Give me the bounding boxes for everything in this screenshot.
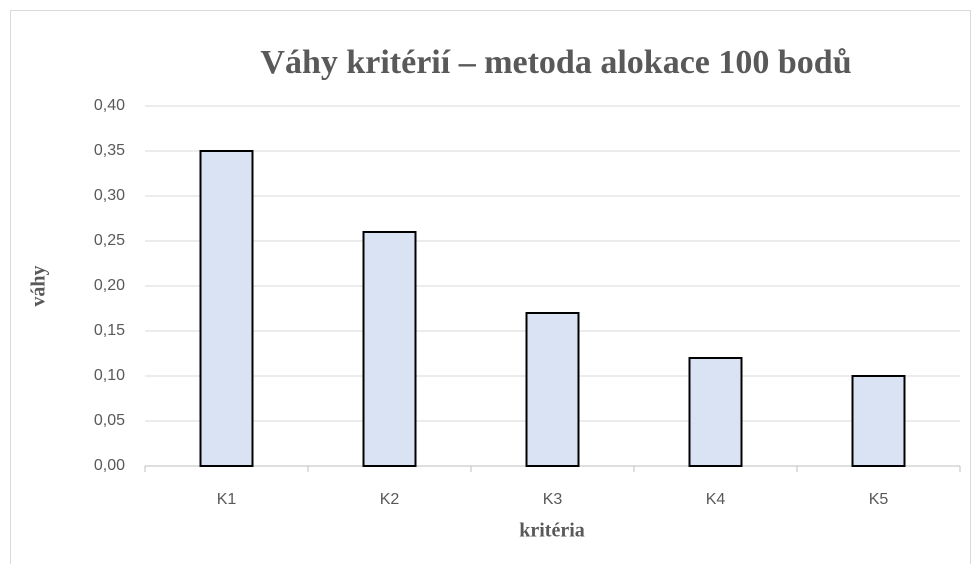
y-tick-label: 0,35 bbox=[94, 142, 125, 159]
y-tick-label: 0,25 bbox=[94, 232, 125, 249]
y-tick-label: 0,05 bbox=[94, 412, 125, 429]
bar bbox=[199, 150, 254, 467]
x-tick-label: K4 bbox=[706, 491, 726, 508]
bar bbox=[688, 357, 743, 467]
x-tick-label: K2 bbox=[380, 491, 400, 508]
bar bbox=[362, 231, 417, 467]
y-tick-label: 0,15 bbox=[94, 322, 125, 339]
y-axis-label: váhy bbox=[28, 265, 50, 306]
x-tick-label: K3 bbox=[543, 491, 563, 508]
y-tick-label: 0,40 bbox=[94, 97, 125, 114]
bar bbox=[851, 375, 906, 467]
chart-title: Váhy kritérií – metoda alokace 100 bodů bbox=[260, 44, 851, 81]
x-tick-label: K1 bbox=[217, 491, 237, 508]
x-tick-label: K5 bbox=[869, 491, 889, 508]
x-axis-label: kritéria bbox=[519, 520, 585, 542]
y-tick-label: 0,00 bbox=[94, 457, 125, 474]
y-tick-label: 0,30 bbox=[94, 187, 125, 204]
bar bbox=[525, 312, 580, 467]
y-tick-label: 0,10 bbox=[94, 367, 125, 384]
y-tick-label: 0,20 bbox=[94, 277, 125, 294]
chart-border bbox=[10, 10, 971, 564]
